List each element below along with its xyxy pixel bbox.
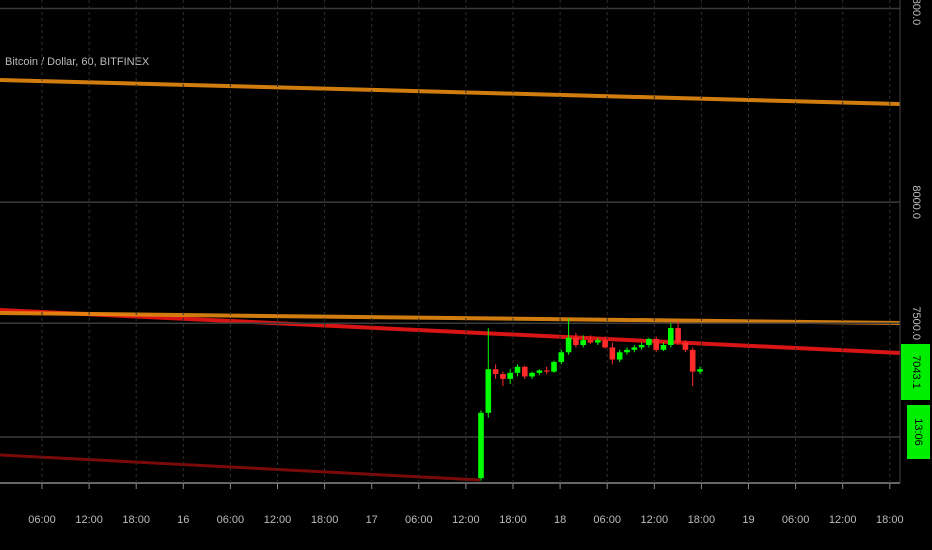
candle-body: [536, 370, 543, 373]
price-tag-label: 7043.1: [910, 355, 922, 389]
x-tick-label: 06:00: [217, 514, 245, 526]
candle-body: [551, 361, 557, 372]
x-tick-label: 19: [742, 514, 754, 526]
candle-body: [485, 369, 492, 413]
candle-body: [595, 340, 601, 343]
candle-body: [624, 349, 630, 353]
candle-body: [587, 340, 594, 343]
candles: [478, 318, 703, 481]
y-tick-label: 8000.0: [910, 185, 922, 219]
x-tick-label: 12:00: [641, 514, 669, 526]
x-tick-label: 12:00: [75, 514, 103, 526]
candle-body: [507, 372, 513, 379]
price-tag: [901, 344, 930, 400]
x-tick-label: 06:00: [782, 514, 810, 526]
x-tick-label: 18:00: [122, 514, 150, 526]
countdown-label: 13:06: [912, 418, 924, 446]
candle-body: [638, 345, 645, 348]
candle-body: [558, 352, 565, 362]
x-tick-label: 18:00: [876, 514, 904, 526]
countdown-tag: [907, 405, 930, 459]
candle-body: [675, 328, 681, 343]
candle-body: [478, 412, 484, 479]
candle-body: [616, 352, 623, 360]
candle-body: [500, 374, 506, 379]
candle-body: [573, 337, 579, 345]
candle-body: [682, 342, 689, 350]
chart-title: Bitcoin / Dollar, 60, BITFINEX: [5, 56, 150, 68]
candle-body: [631, 347, 638, 350]
x-tick-label: 18:00: [311, 514, 339, 526]
candle-body: [565, 337, 572, 353]
candle-body: [660, 345, 667, 350]
x-tick-label: 16: [177, 514, 189, 526]
indicator-line: [0, 311, 901, 325]
x-tick-label: 06:00: [28, 514, 56, 526]
y-tick-label: 7500.0: [910, 306, 922, 340]
x-tick-label: 12:00: [264, 514, 292, 526]
x-tick-label: 06:00: [593, 514, 621, 526]
candle-body: [689, 349, 696, 372]
candle-body: [492, 369, 499, 375]
indicator-line: [0, 453, 481, 482]
candle-body: [543, 370, 550, 372]
candle-body: [668, 328, 674, 345]
indicator-line: [0, 308, 901, 355]
candle-body: [602, 340, 608, 348]
x-tick-label: 06:00: [405, 514, 433, 526]
y-tick-label: 8800.0: [910, 0, 922, 25]
candle-body: [646, 338, 652, 345]
x-tick-label: 12:00: [829, 514, 857, 526]
indicator-line: [0, 78, 901, 106]
x-tick-label: 18: [554, 514, 566, 526]
candle-body: [522, 366, 528, 377]
x-tick-label: 18:00: [499, 514, 527, 526]
candle-body: [653, 338, 659, 350]
candle-body: [697, 369, 703, 372]
candle-body: [514, 366, 521, 373]
candle-body: [580, 340, 586, 345]
candle-body: [609, 347, 616, 360]
x-tick-label: 18:00: [688, 514, 716, 526]
x-tick-label: 17: [366, 514, 378, 526]
x-tick-label: 12:00: [452, 514, 480, 526]
candle-body: [529, 372, 535, 377]
